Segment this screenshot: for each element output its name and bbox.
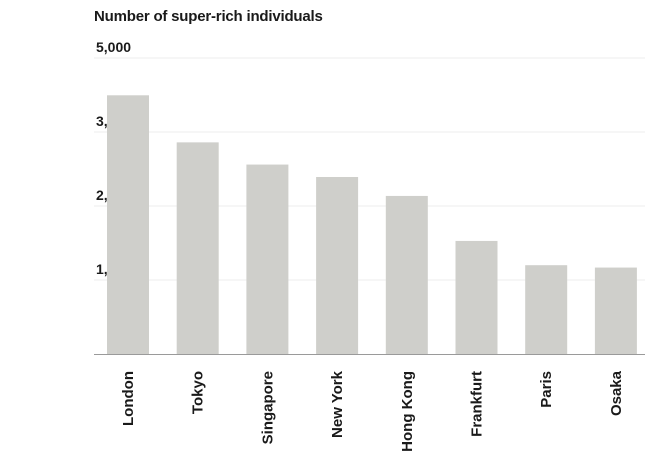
x-tick-label: Tokyo: [190, 371, 207, 414]
y-tick-label: 5,000: [96, 39, 131, 55]
chart-title: Number of super-rich individuals: [94, 8, 323, 25]
x-tick-label: London: [120, 371, 137, 426]
bar-new-york: [316, 176, 359, 354]
bar-paris: [525, 265, 568, 354]
x-tick-label: Hong Kong: [399, 371, 416, 452]
bar-hong-kong: [385, 195, 428, 354]
bar-frankfurt: [455, 240, 498, 354]
x-tick-label: New York: [329, 370, 346, 438]
x-tick-label: Osaka: [608, 370, 625, 416]
bar-osaka: [594, 267, 637, 354]
bar-singapore: [246, 164, 289, 354]
bar-london: [107, 95, 149, 355]
x-tick-label: Frankfurt: [469, 371, 486, 437]
x-tick-label: Singapore: [259, 371, 276, 444]
bar-tokyo: [176, 142, 219, 354]
x-tick-label: Paris: [538, 371, 555, 408]
